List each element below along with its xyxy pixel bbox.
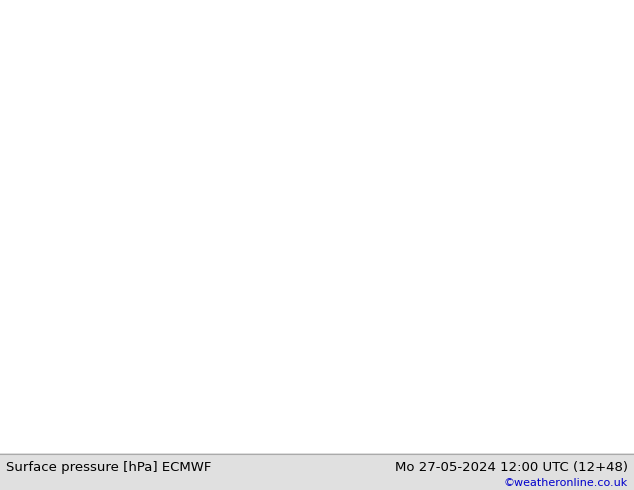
Text: ©weatheronline.co.uk: ©weatheronline.co.uk [503,478,628,489]
Text: Mo 27-05-2024 12:00 UTC (12+48): Mo 27-05-2024 12:00 UTC (12+48) [394,461,628,474]
Text: Surface pressure [hPa] ECMWF: Surface pressure [hPa] ECMWF [6,461,212,474]
